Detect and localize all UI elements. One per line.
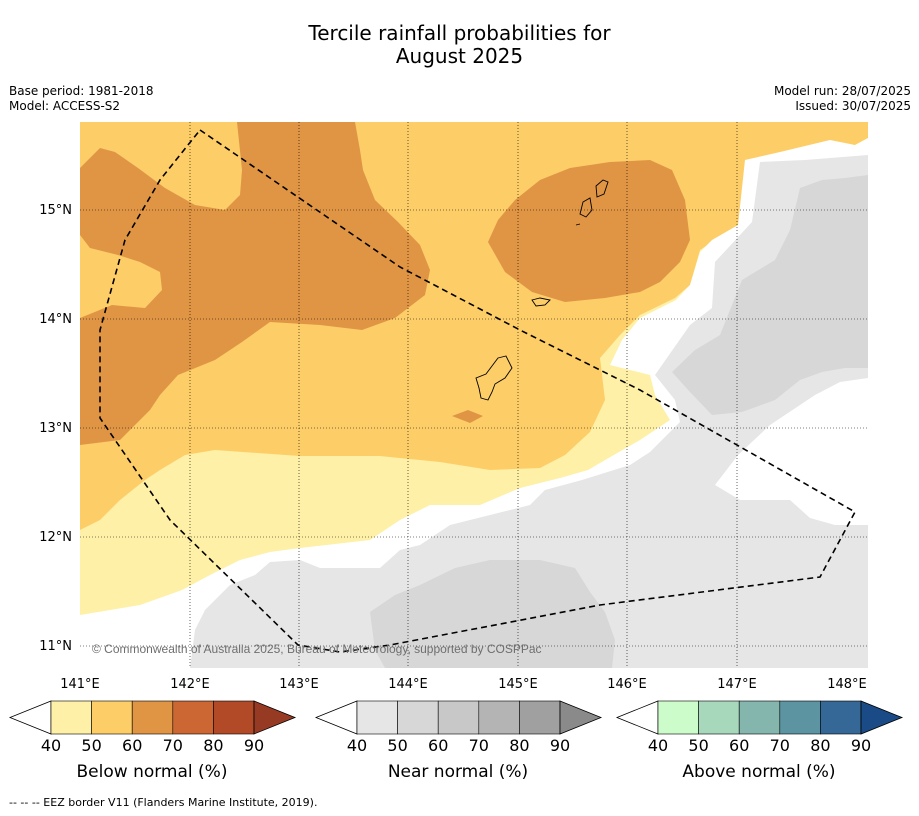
colorbar-near-tick-label: 50 bbox=[387, 736, 407, 755]
colorbar-above-over-extension bbox=[860, 700, 904, 735]
model-name: Model: ACCESS-S2 bbox=[9, 99, 121, 113]
colorbar-above-tick-label: 40 bbox=[648, 736, 668, 755]
colorbar-near-segment bbox=[478, 700, 520, 735]
lat-label-11: 11°N bbox=[39, 639, 72, 654]
colorbar-below-tick-label: 80 bbox=[203, 736, 223, 755]
lon-label-141: 141°E bbox=[60, 677, 100, 692]
colorbar-below-under-extension bbox=[8, 700, 52, 735]
lon-label-143: 143°E bbox=[279, 677, 319, 692]
near-40-region bbox=[190, 155, 868, 668]
colorbar-near: 40 50 60 70 80 90 bbox=[314, 700, 603, 755]
colorbar-near-segment bbox=[437, 700, 480, 735]
colorbar-above-segment bbox=[779, 700, 821, 735]
colorbar-near-over-extension bbox=[559, 700, 603, 735]
colorbar-above-tick-label: 90 bbox=[851, 736, 871, 755]
colorbar-label-below: Below normal (%) bbox=[76, 762, 228, 782]
lat-labels: 15°N 14°N 13°N 12°N 11°N bbox=[39, 203, 72, 654]
colorbar-above-tick-label: 80 bbox=[810, 736, 830, 755]
guam-island bbox=[475, 355, 513, 401]
colorbar-below-segment bbox=[131, 700, 174, 735]
colorbar-near-segment bbox=[356, 700, 398, 735]
lon-label-147: 147°E bbox=[717, 677, 757, 692]
below-60-region-central bbox=[488, 160, 690, 302]
eez-border bbox=[99, 128, 857, 653]
rota-island bbox=[531, 297, 551, 307]
near-50-region-south bbox=[370, 560, 615, 668]
lon-labels: 141°E 142°E 143°E 144°E 145°E 146°E 147°… bbox=[60, 677, 867, 692]
colorbar-above-tick-label: 50 bbox=[688, 736, 708, 755]
lon-label-145: 145°E bbox=[498, 677, 538, 692]
colorbar-below-tick-label: 70 bbox=[163, 736, 183, 755]
colorbar-above: 40 50 60 70 80 90 bbox=[615, 700, 904, 755]
colorbar-above-segment bbox=[738, 700, 781, 735]
aguijan-islet bbox=[575, 223, 581, 226]
graticule bbox=[80, 122, 868, 668]
meta-right: Model run: 28/07/2025 Issued: 30/07/2025 bbox=[774, 84, 911, 114]
islands bbox=[475, 179, 609, 401]
lat-label-15: 15°N bbox=[39, 203, 72, 218]
colorbar-near-tick-label: 80 bbox=[509, 736, 529, 755]
colorbar-near-segment bbox=[397, 700, 439, 735]
colorbar-below-tick-label: 40 bbox=[41, 736, 61, 755]
colorbar-below-tick-label: 50 bbox=[81, 736, 101, 755]
colorbar-near-segment bbox=[519, 700, 561, 735]
colorbar-below-over-extension bbox=[253, 700, 297, 735]
lon-label-142: 142°E bbox=[170, 677, 210, 692]
lon-label-148: 148°E bbox=[827, 677, 867, 692]
model-run: Model run: 28/07/2025 bbox=[773, 84, 911, 98]
title-line-1: Tercile rainfall probabilities for bbox=[308, 21, 611, 45]
colorbar-near-tick-label: 70 bbox=[469, 736, 489, 755]
colorbar-below-segment bbox=[91, 700, 133, 735]
base-period: Base period: 1981-2018 bbox=[9, 84, 154, 98]
colorbar-below-segment bbox=[172, 700, 214, 735]
colorbar-near-tick-label: 90 bbox=[550, 736, 570, 755]
colorbar-above-under-extension bbox=[615, 700, 659, 735]
lon-label-146: 146°E bbox=[607, 677, 647, 692]
colorbar-below-tick-label: 60 bbox=[122, 736, 142, 755]
saipan-island bbox=[595, 179, 609, 198]
colorbars: 40 50 60 70 80 90 40 50 60 70 80 90 40 50 60 70 80 90 bbox=[8, 700, 904, 755]
lon-label-144: 144°E bbox=[388, 677, 428, 692]
colorbar-above-segment bbox=[657, 700, 699, 735]
tinian-island bbox=[579, 197, 593, 218]
colorbar-below-segment bbox=[50, 700, 92, 735]
colorbar-below: 40 50 60 70 80 90 bbox=[8, 700, 297, 755]
colorbar-above-segment bbox=[820, 700, 862, 735]
colorbar-below-segment bbox=[213, 700, 255, 735]
lat-label-13: 13°N bbox=[39, 421, 72, 436]
near-50-region-east bbox=[672, 175, 868, 415]
below-60-region-west bbox=[80, 122, 430, 445]
map-area: © Commonwealth of Australia 2025, Bureau… bbox=[80, 122, 868, 668]
issued-date: Issued: 30/07/2025 bbox=[795, 99, 911, 113]
colorbar-near-tick-label: 40 bbox=[347, 736, 367, 755]
colorbar-label-above: Above normal (%) bbox=[682, 762, 836, 782]
colorbar-near-under-extension bbox=[314, 700, 358, 735]
footer-note: -- -- -- EEZ border V11 (Flanders Marine… bbox=[9, 796, 318, 809]
chart-title: Tercile rainfall probabilities for Augus… bbox=[0, 22, 919, 68]
title-line-2: August 2025 bbox=[395, 44, 524, 68]
meta-left: Base period: 1981-2018 Model: ACCESS-S2 bbox=[9, 84, 154, 114]
colorbar-above-tick-label: 70 bbox=[770, 736, 790, 755]
below-60-region-small bbox=[452, 410, 483, 423]
colorbar-below-tick-label: 90 bbox=[244, 736, 264, 755]
lat-label-12: 12°N bbox=[39, 530, 72, 545]
colorbar-above-segment bbox=[698, 700, 740, 735]
lat-label-14: 14°N bbox=[39, 312, 72, 327]
colorbar-near-tick-label: 60 bbox=[428, 736, 448, 755]
colorbar-label-near: Near normal (%) bbox=[387, 762, 529, 782]
copyright-text: © Commonwealth of Australia 2025, Bureau… bbox=[92, 642, 542, 656]
colorbar-above-tick-label: 60 bbox=[729, 736, 749, 755]
